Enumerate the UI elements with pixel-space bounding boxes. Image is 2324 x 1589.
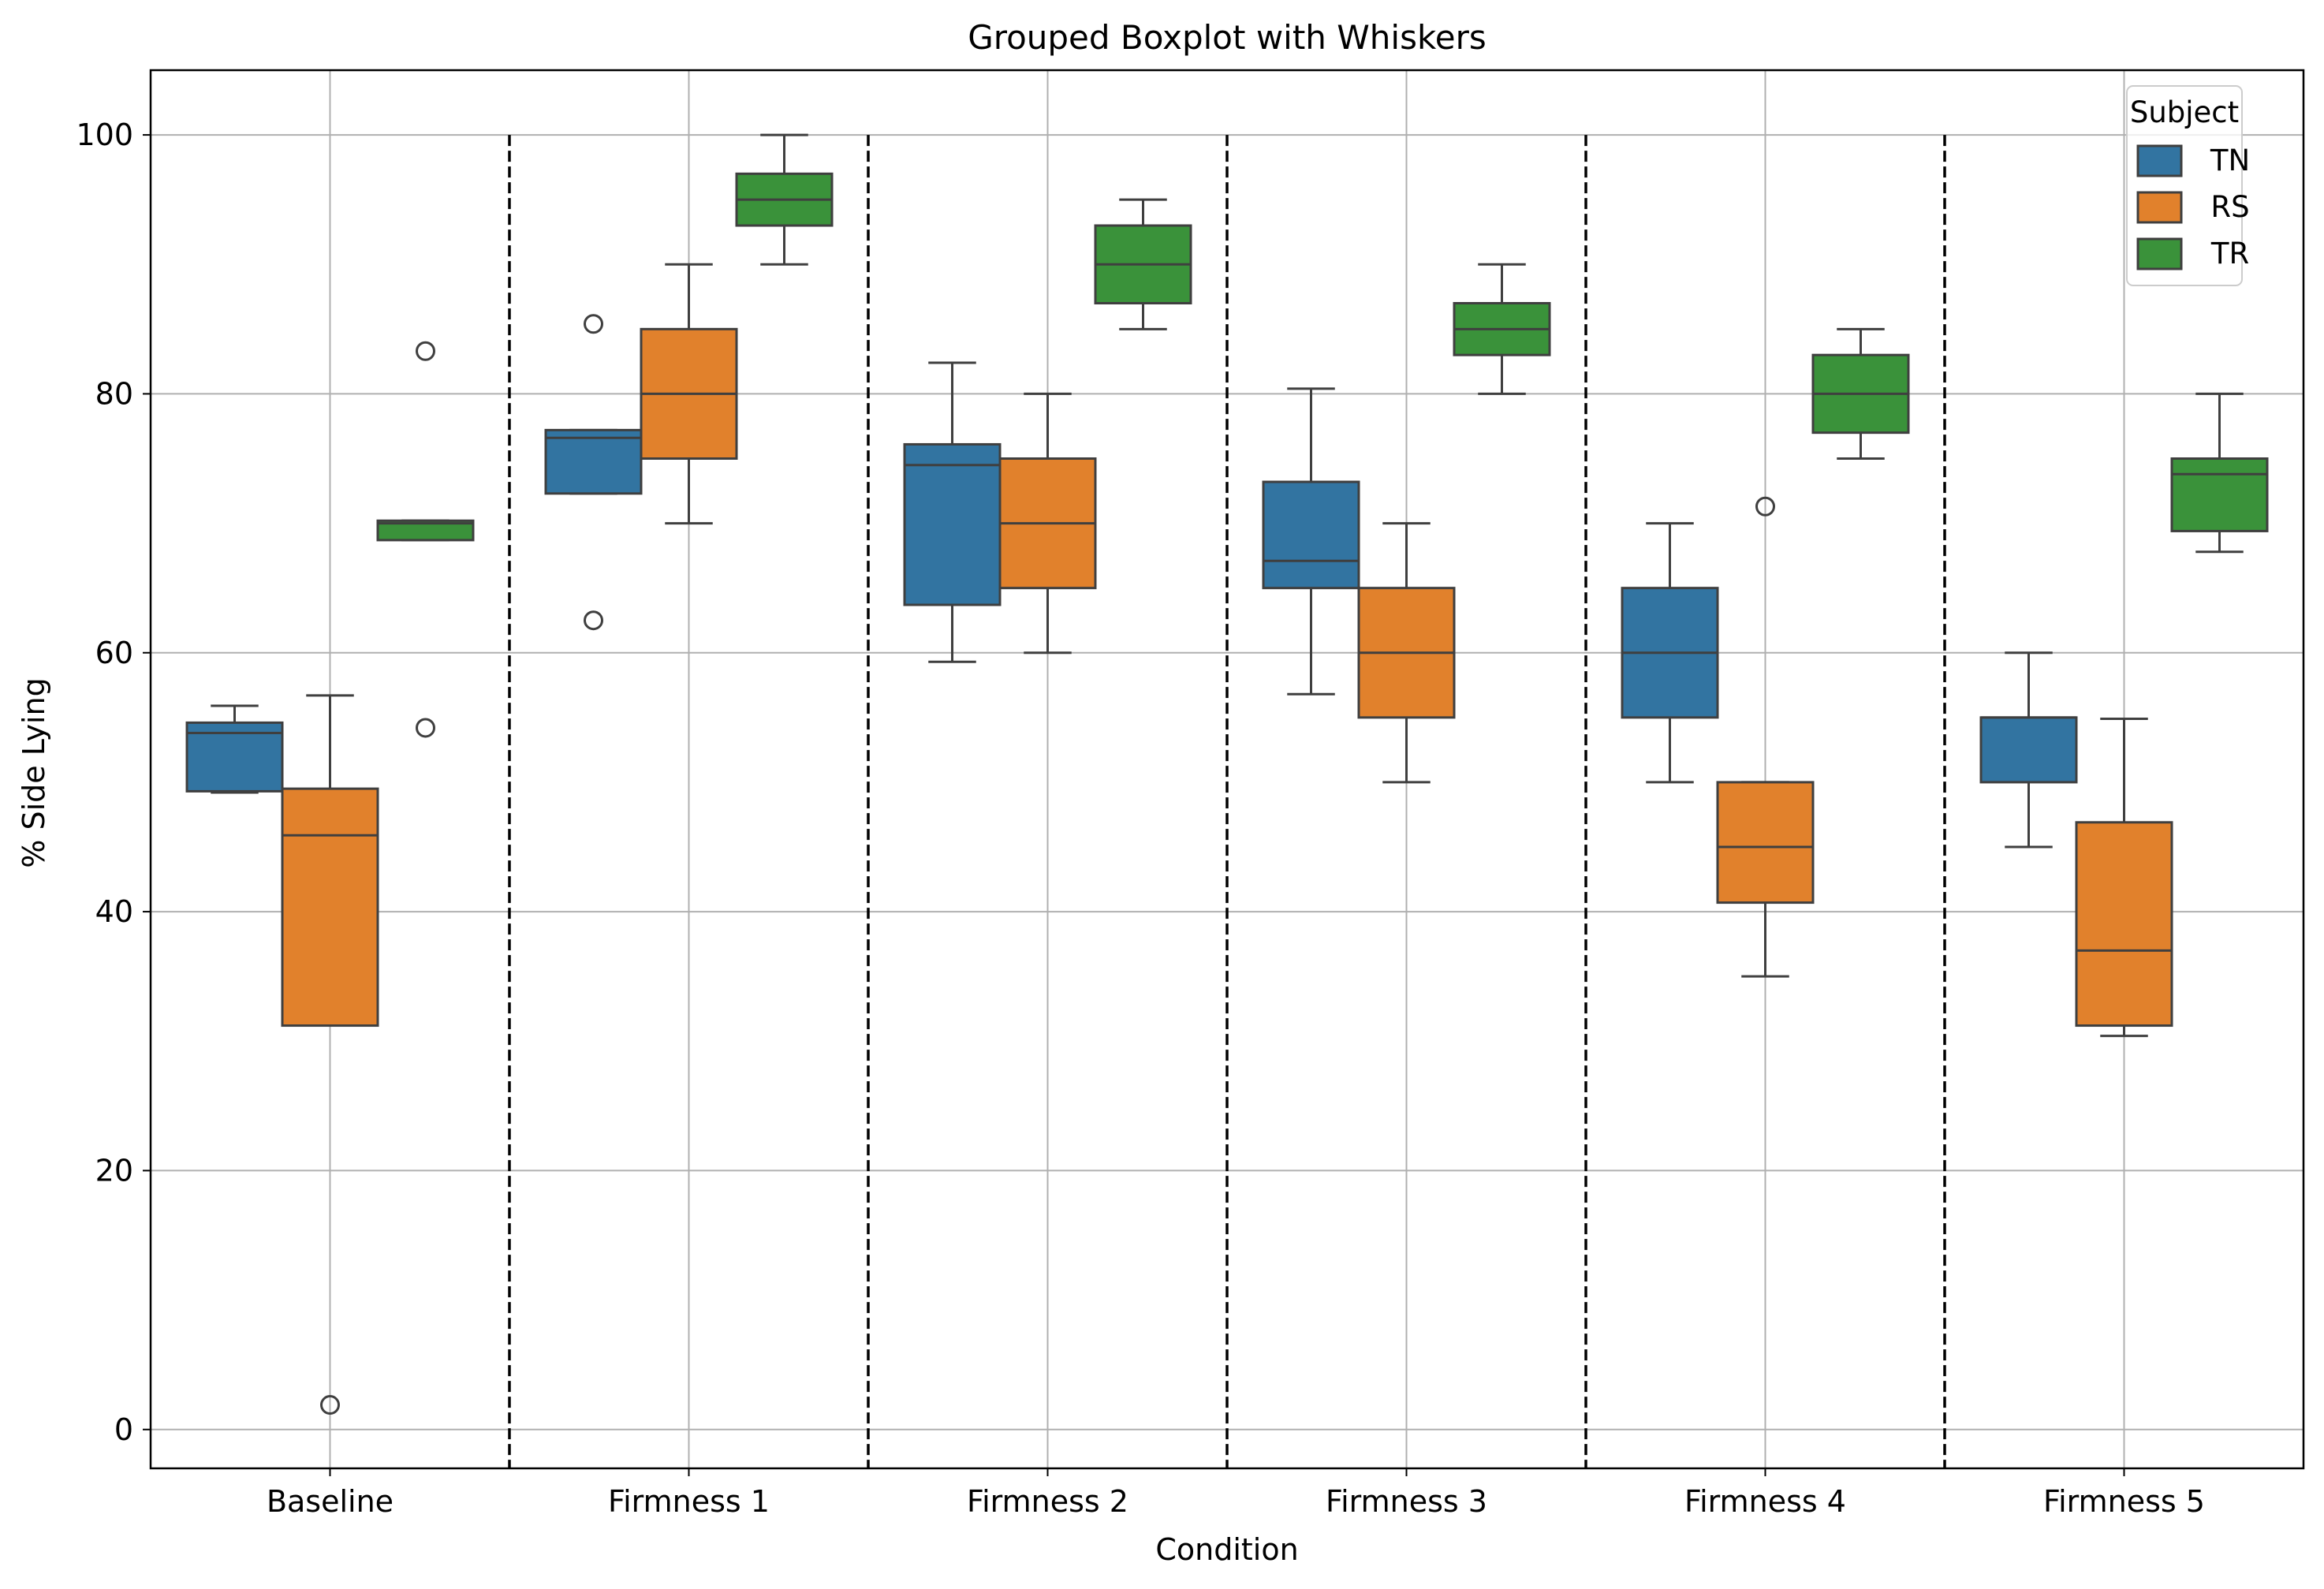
box-iqr bbox=[1262, 480, 1360, 590]
box-group bbox=[1094, 198, 1192, 330]
box-group bbox=[1716, 496, 1815, 978]
plot-frame bbox=[149, 69, 2305, 1470]
box-iqr bbox=[1716, 781, 1815, 905]
legend-label: TR bbox=[2210, 237, 2249, 270]
x-tick-label: Firmness 1 bbox=[608, 1484, 770, 1519]
box-group bbox=[735, 133, 834, 266]
legend-title: Subject bbox=[2130, 95, 2239, 129]
box-iqr bbox=[2170, 457, 2269, 532]
legend-swatch bbox=[2136, 237, 2183, 270]
box-iqr bbox=[544, 428, 643, 495]
legend-swatch bbox=[2136, 191, 2183, 224]
legend-label: TN bbox=[2210, 144, 2250, 177]
box-group bbox=[544, 314, 643, 631]
box-group bbox=[2170, 392, 2269, 554]
x-tick-label: Firmness 3 bbox=[1326, 1484, 1487, 1519]
legend-label: RS bbox=[2210, 190, 2249, 224]
y-tick-label: 60 bbox=[95, 636, 133, 670]
y-tick-label: 20 bbox=[95, 1153, 133, 1188]
box-group bbox=[2075, 717, 2173, 1038]
box-iqr bbox=[2075, 821, 2173, 1028]
box-group bbox=[1262, 387, 1360, 696]
y-tick-label: 0 bbox=[114, 1412, 133, 1447]
box-groups bbox=[185, 133, 2269, 1416]
box-iqr bbox=[1979, 716, 2078, 784]
box-group bbox=[1357, 522, 1456, 784]
outlier-point bbox=[584, 314, 603, 334]
outlier-point bbox=[1755, 496, 1775, 517]
x-axis-label: Condition bbox=[1155, 1532, 1298, 1567]
box-group bbox=[281, 694, 379, 1416]
x-tick-label: Firmness 2 bbox=[967, 1484, 1128, 1519]
y-tick-label: 100 bbox=[76, 117, 133, 152]
outlier-point bbox=[320, 1395, 340, 1416]
outlier-point bbox=[416, 341, 435, 361]
axis-ticks: 0 20 40 60 80 100 Baseline Firmness 1 Firmness 2… bbox=[76, 117, 2205, 1519]
box-group bbox=[185, 704, 284, 794]
box-group bbox=[1979, 651, 2078, 849]
x-tick-label: Baseline bbox=[267, 1484, 394, 1519]
chart-title: Grouped Boxplot with Whiskers bbox=[968, 18, 1487, 57]
outlier-point bbox=[584, 610, 603, 631]
legend: Subject TN RS TR bbox=[2126, 85, 2250, 286]
legend-swatch bbox=[2136, 144, 2183, 177]
box-group bbox=[998, 392, 1097, 655]
x-tick-label: Firmness 4 bbox=[1684, 1484, 1846, 1519]
y-tick-label: 40 bbox=[95, 894, 133, 929]
box-group bbox=[1811, 327, 1910, 460]
box-group bbox=[376, 341, 475, 738]
box-group bbox=[1453, 263, 1551, 395]
y-axis-label: % Side Lying bbox=[17, 677, 51, 867]
box-group bbox=[640, 263, 738, 525]
condition-separators bbox=[508, 135, 1946, 1468]
y-tick-label: 80 bbox=[95, 376, 133, 411]
box-iqr bbox=[281, 787, 379, 1028]
outlier-point bbox=[416, 718, 435, 738]
x-tick-label: Firmness 5 bbox=[2043, 1484, 2205, 1519]
box-group bbox=[1621, 522, 1719, 784]
box-group bbox=[903, 361, 1002, 663]
box-iqr bbox=[903, 442, 1002, 606]
legend-frame bbox=[2126, 85, 2243, 286]
